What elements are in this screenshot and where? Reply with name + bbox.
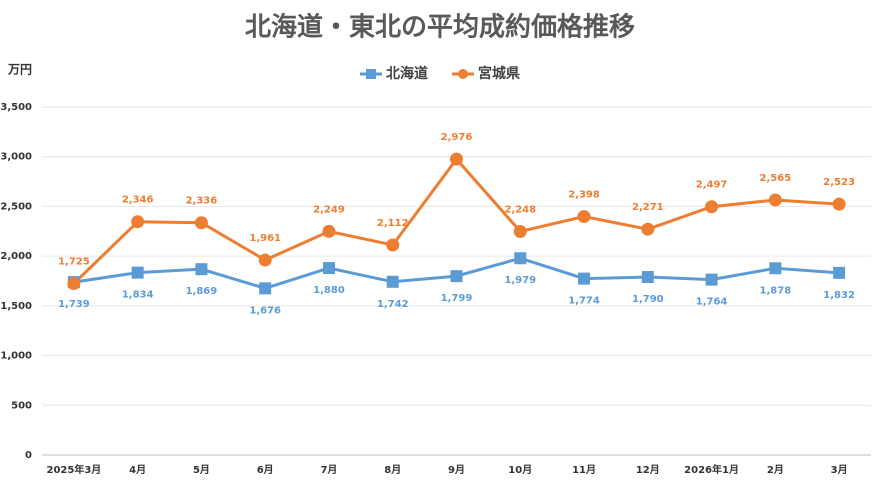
data-label: 2,271 (632, 202, 664, 213)
chart-title: 北海道・東北の平均成約価格推移 (245, 12, 635, 43)
data-label: 1,961 (249, 233, 281, 244)
data-label: 2,398 (568, 190, 600, 201)
data-label: 1,869 (186, 286, 218, 297)
legend-label: 北海道 (386, 65, 428, 82)
data-point (833, 266, 846, 279)
data-label: 2,112 (377, 218, 409, 229)
data-point (194, 216, 208, 230)
x-tick-label: 12月 (636, 464, 660, 476)
data-point (259, 282, 272, 295)
x-tick-label: 2026年1月 (684, 463, 739, 476)
data-point (322, 224, 336, 238)
data-label: 2,249 (313, 204, 345, 215)
data-label: 2,565 (760, 173, 792, 184)
data-label: 1,790 (632, 294, 664, 305)
data-point (131, 266, 144, 279)
x-tick-label: 6月 (257, 464, 274, 476)
x-tick-label: 3月 (831, 464, 848, 476)
data-point (322, 262, 335, 275)
data-label: 1,832 (823, 290, 855, 301)
y-tick-label: 0 (25, 450, 32, 461)
x-tick-label: 7月 (320, 464, 337, 476)
data-point (705, 200, 719, 214)
y-tick-label: 1,000 (0, 351, 32, 362)
data-label: 1,878 (760, 285, 792, 296)
x-tick-label: 4月 (129, 464, 146, 476)
data-point (768, 193, 782, 207)
data-label: 1,764 (696, 297, 728, 308)
x-tick-label: 5月 (193, 464, 210, 476)
x-tick-label: 10月 (508, 464, 532, 476)
data-point (578, 272, 591, 285)
legend-label: 宮城県 (478, 65, 520, 82)
x-tick-label: 8月 (384, 464, 401, 476)
legend-marker (366, 69, 376, 79)
data-label: 1,774 (568, 296, 600, 307)
y-tick-label: 3,000 (0, 152, 32, 163)
data-point (450, 270, 463, 283)
data-label: 1,725 (58, 256, 90, 267)
x-tick-label: 2月 (767, 464, 784, 476)
data-point (641, 222, 655, 236)
data-label: 1,742 (377, 299, 409, 310)
data-point (386, 275, 399, 288)
data-label: 2,976 (441, 132, 473, 143)
data-point (67, 276, 81, 290)
data-point (513, 224, 527, 238)
data-label: 1,739 (58, 299, 90, 310)
y-tick-label: 2,500 (0, 201, 32, 212)
x-tick-label: 9月 (448, 464, 465, 476)
x-tick-label: 2025年3月 (46, 463, 101, 476)
data-point (577, 210, 591, 224)
data-label: 1,834 (122, 290, 154, 301)
series-line (72, 156, 840, 285)
data-point (832, 197, 846, 211)
data-point (131, 215, 145, 229)
data-label: 2,336 (186, 196, 218, 207)
data-point (769, 262, 782, 275)
y-tick-label: 500 (11, 400, 32, 411)
data-point (514, 252, 527, 265)
legend-marker (458, 69, 468, 79)
data-point (386, 238, 400, 252)
data-label: 1,676 (249, 305, 281, 316)
data-label: 2,346 (122, 195, 154, 206)
data-label: 1,799 (441, 293, 473, 304)
data-label: 1,880 (313, 285, 345, 296)
data-point (705, 273, 718, 286)
data-label: 1,979 (504, 275, 536, 286)
data-label: 2,248 (504, 204, 536, 215)
data-point (195, 263, 208, 276)
y-axis-unit: 万円 (7, 63, 32, 77)
data-point (258, 253, 272, 267)
x-tick-label: 11月 (572, 464, 596, 476)
data-label: 2,523 (823, 177, 855, 188)
data-label: 2,497 (696, 180, 728, 191)
y-tick-label: 1,500 (0, 301, 32, 312)
y-tick-label: 3,500 (0, 102, 32, 113)
y-tick-label: 2,000 (0, 251, 32, 262)
data-point (450, 152, 463, 166)
data-point (641, 271, 654, 284)
